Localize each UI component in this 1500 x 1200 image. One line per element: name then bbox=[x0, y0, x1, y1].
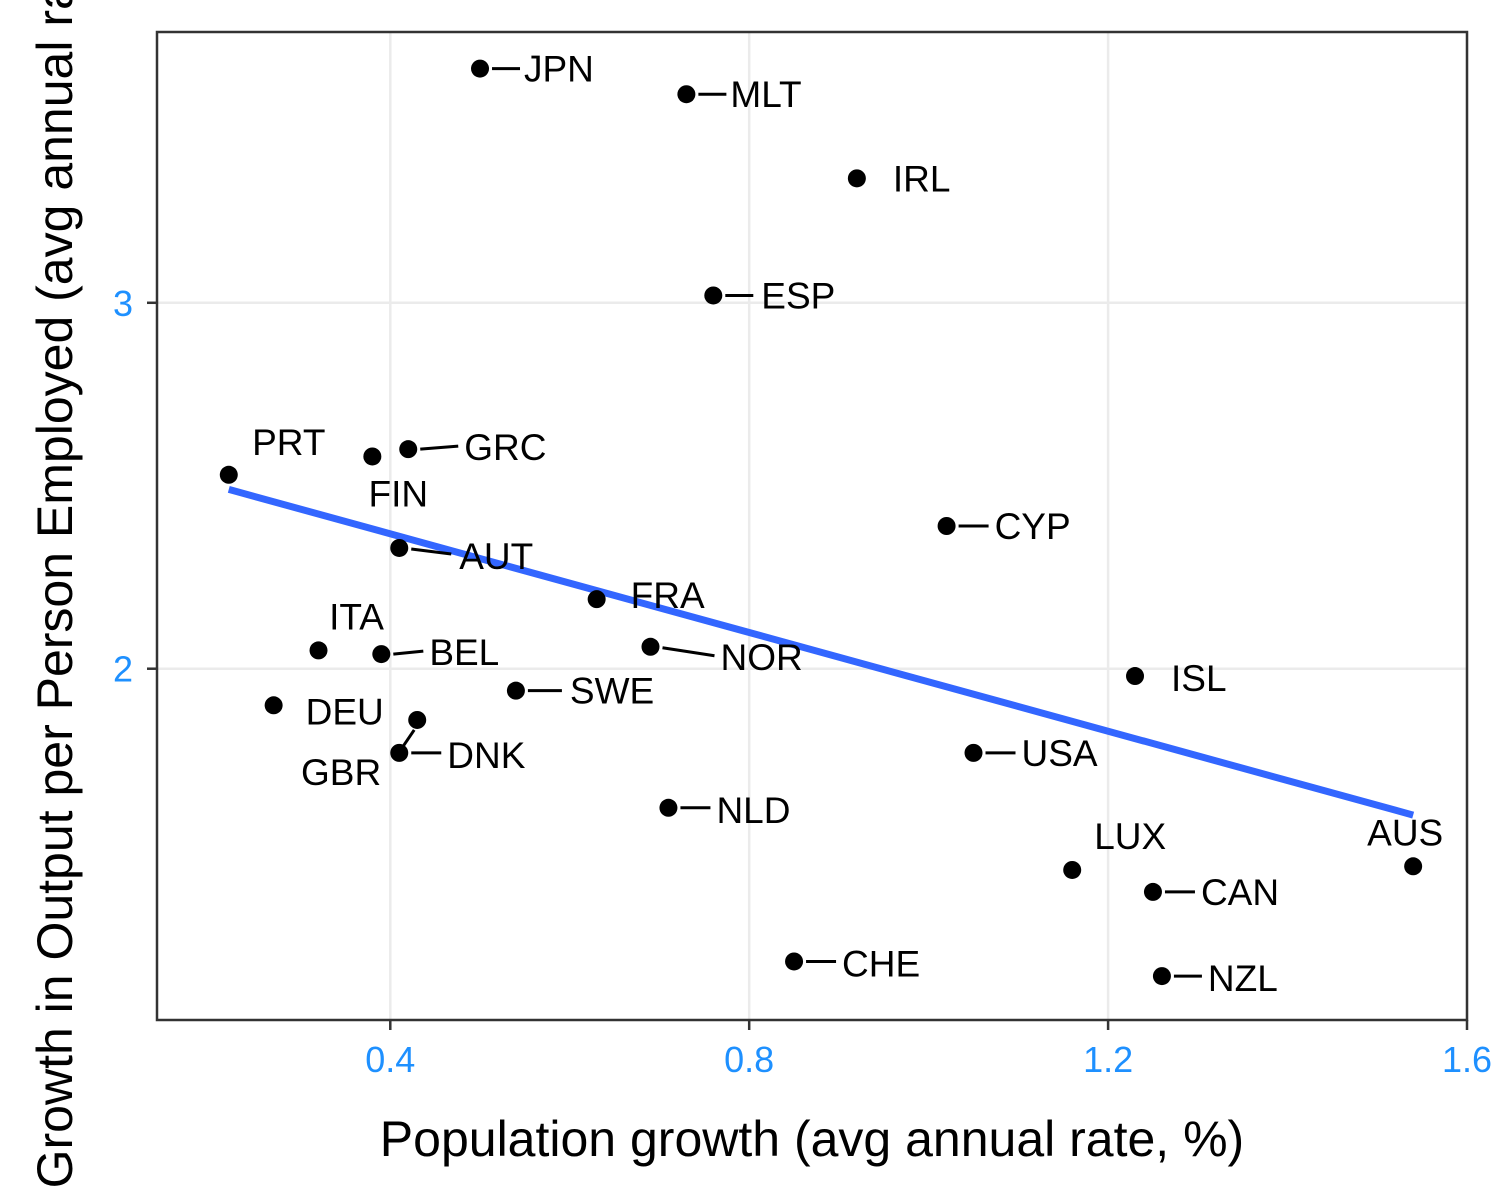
data-point-mlt bbox=[677, 85, 696, 104]
point-label-bel: BEL bbox=[429, 632, 499, 673]
data-point-deu bbox=[264, 696, 283, 715]
point-label-dnk: DNK bbox=[447, 735, 525, 776]
data-point-nor bbox=[641, 637, 660, 656]
data-points bbox=[219, 59, 1423, 986]
data-point-irl bbox=[847, 169, 866, 188]
point-label-prt: PRT bbox=[252, 422, 325, 463]
point-label-jpn: JPN bbox=[524, 49, 594, 90]
data-point-cyp bbox=[937, 517, 956, 535]
point-label-gbr: GBR bbox=[301, 752, 381, 793]
point-label-cyp: CYP bbox=[995, 506, 1071, 547]
x-axis-title: Population growth (avg annual rate, %) bbox=[380, 1111, 1244, 1167]
data-point-aus bbox=[1404, 857, 1423, 876]
trend-line bbox=[227, 486, 1415, 819]
x-tick-label: 1.6 bbox=[1442, 1039, 1492, 1080]
data-point-grc bbox=[399, 440, 418, 459]
data-point-lux bbox=[1063, 860, 1082, 879]
data-point-isl bbox=[1126, 667, 1145, 686]
y-axis-title: Growth in Output per Person Employed (av… bbox=[27, 0, 83, 1188]
label-leader-grc bbox=[420, 444, 459, 451]
data-point-prt bbox=[219, 465, 238, 484]
point-label-ita: ITA bbox=[329, 596, 384, 637]
point-label-nld: NLD bbox=[716, 790, 790, 831]
data-point-swe bbox=[506, 681, 525, 700]
data-point-jpn bbox=[471, 59, 490, 78]
data-point-gbr bbox=[408, 710, 427, 729]
point-label-nor: NOR bbox=[720, 637, 802, 678]
data-point-usa bbox=[964, 743, 983, 762]
trend-line-group bbox=[227, 486, 1415, 819]
plot-frame bbox=[155, 30, 1469, 1022]
point-label-swe: SWE bbox=[570, 671, 654, 712]
data-point-fin bbox=[363, 447, 382, 466]
point-labels: JPN MLT IRL ESP PRT GRC FIN CYP AUT FRA ITA BEL NOR I… bbox=[252, 49, 1443, 999]
point-label-che: CHE bbox=[842, 943, 920, 984]
data-point-nld bbox=[659, 798, 678, 817]
data-point-aut bbox=[390, 538, 409, 557]
data-point-ita bbox=[309, 641, 328, 660]
data-point-bel bbox=[372, 645, 391, 664]
point-label-irl: IRL bbox=[893, 158, 951, 199]
x-tick-label: 0.4 bbox=[365, 1039, 415, 1080]
point-label-mlt: MLT bbox=[730, 74, 801, 115]
label-leaders bbox=[393, 67, 1202, 978]
label-leader-nor bbox=[662, 646, 715, 658]
point-label-usa: USA bbox=[1022, 733, 1098, 774]
point-label-grc: GRC bbox=[464, 427, 546, 468]
label-leader-bel bbox=[393, 649, 424, 656]
point-label-aus: AUS bbox=[1367, 812, 1443, 853]
point-label-isl: ISL bbox=[1171, 658, 1227, 699]
point-label-fin: FIN bbox=[369, 473, 429, 514]
point-label-esp: ESP bbox=[761, 275, 835, 316]
label-leader-aut bbox=[411, 547, 452, 556]
point-label-aut: AUT bbox=[459, 536, 533, 577]
point-label-can: CAN bbox=[1201, 872, 1279, 913]
point-label-fra: FRA bbox=[631, 575, 705, 616]
point-label-deu: DEU bbox=[306, 691, 384, 732]
data-point-dnk bbox=[390, 743, 409, 762]
x-tick-label: 0.8 bbox=[724, 1039, 774, 1080]
x-tick-label: 1.2 bbox=[1083, 1039, 1133, 1080]
point-label-nzl: NZL bbox=[1208, 958, 1278, 999]
data-point-esp bbox=[704, 286, 723, 305]
data-point-che bbox=[785, 952, 804, 971]
data-point-can bbox=[1143, 882, 1162, 901]
data-point-nzl bbox=[1152, 967, 1171, 986]
data-point-fra bbox=[587, 590, 606, 609]
point-label-lux: LUX bbox=[1094, 816, 1166, 857]
y-tick-label: 3 bbox=[113, 283, 133, 324]
y-tick-label: 2 bbox=[113, 649, 133, 690]
axis-ticks: 0.4 0.8 1.2 1.6 2 3 bbox=[113, 283, 1492, 1080]
